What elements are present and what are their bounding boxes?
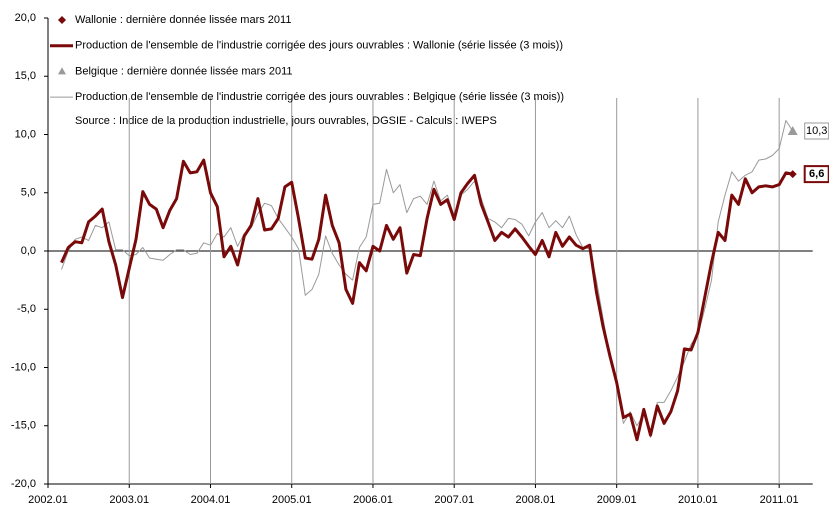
y-tick-label: 10,0 [15,128,36,140]
x-tick-label: 2009.01 [597,494,637,506]
x-tick-label: 2002.01 [28,494,68,506]
x-tick-label: 2004.01 [191,494,231,506]
series-line [60,158,793,442]
legend-label: Wallonie : dernière donnée lissée mars 2… [75,14,291,26]
x-tick-label: 2007.01 [434,494,474,506]
value-label: 6,6 [809,168,824,180]
x-tick-label: 2010.01 [678,494,718,506]
y-tick-label: 0,0 [21,245,36,257]
series-line [61,120,794,438]
legend-symbol [58,16,66,24]
legend-label: Production de l'ensemble de l'industrie … [75,91,564,103]
y-tick-label: 5,0 [21,187,36,199]
x-tick-label: 2008.01 [516,494,556,506]
x-tick-label: 2005.01 [272,494,312,506]
legend-label: Belgique : dernière donnée lissée mars 2… [75,65,293,77]
legend-label: Production de l'ensemble de l'industrie … [75,40,563,52]
legend-symbol [58,67,66,75]
x-tick-label: 2011.01 [760,494,799,506]
y-tick-label: -10,0 [11,361,36,373]
y-tick-label: -15,0 [11,420,36,432]
y-tick-label: 15,0 [15,70,36,82]
y-tick-label: -20,0 [11,478,36,490]
value-label: 10,3 [806,125,827,137]
marker [787,126,798,136]
y-tick-label: 20,0 [15,12,36,24]
marker [788,170,797,179]
x-tick-label: 2006.01 [353,494,393,506]
source-note: Source : Indice de la production industr… [75,115,497,127]
y-tick-label: -5,0 [17,303,36,315]
x-tick-label: 2003.01 [109,494,149,506]
